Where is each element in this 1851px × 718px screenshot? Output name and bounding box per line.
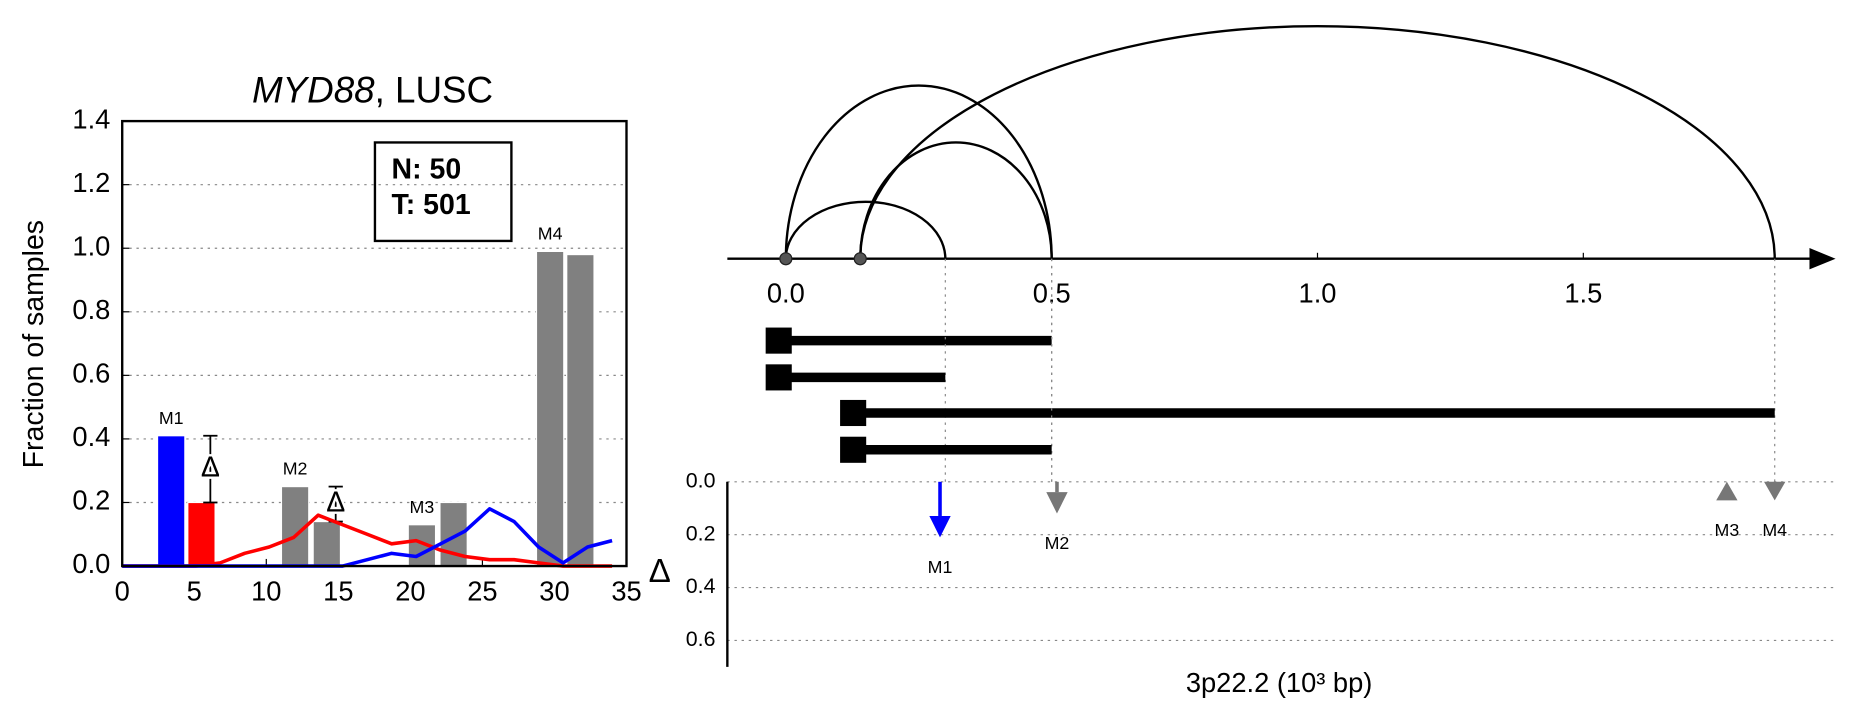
y-tick-label: 0.6: [72, 358, 110, 389]
x-tick-label: 25: [467, 576, 497, 607]
title-cohort: , LUSC: [375, 69, 494, 110]
legend-n: N: 50: [392, 153, 462, 185]
breakpoint: [779, 252, 793, 266]
bar-label: M2: [283, 459, 308, 479]
breakpoint: [853, 252, 867, 266]
bar: [187, 501, 216, 567]
arc: [859, 25, 1776, 259]
delta-label: Δ: [201, 452, 220, 484]
bar-label: M1: [159, 408, 184, 428]
marker-head: [1716, 481, 1738, 501]
title-gene: MYD88: [252, 69, 375, 110]
x-tick-label: 15: [323, 576, 353, 607]
x-tick-label: 0.0: [767, 278, 805, 309]
delta-label: Δ: [326, 487, 345, 519]
y-tick-label: 0.6: [686, 627, 716, 651]
marker-label: M2: [1045, 533, 1070, 553]
arc: [859, 141, 1053, 259]
y-tick-label: 0.4: [686, 574, 716, 598]
x-tick-label: 20: [395, 576, 425, 607]
x-tick-label: 5: [187, 576, 202, 607]
y-tick-label: 0.0: [72, 548, 110, 579]
segment-start: [765, 327, 792, 354]
x-tick-label: 0: [115, 576, 130, 607]
y-axis-label: Fraction of samples: [18, 220, 50, 468]
x-axis-arrow: [1809, 248, 1836, 270]
chart-title: MYD88, LUSC: [252, 69, 493, 110]
bar-label: M3: [410, 497, 435, 517]
bar-label: M4: [538, 223, 563, 243]
y-tick-label: 0.2: [686, 521, 716, 545]
plot-frame: [121, 119, 628, 568]
segment-start: [840, 436, 867, 463]
marker-label: M4: [1762, 520, 1787, 540]
delta-axis-label: Δ: [649, 553, 671, 590]
legend-t: T: 501: [392, 189, 471, 221]
x-tick-label: 35: [611, 576, 641, 607]
bar: [566, 253, 595, 567]
y-tick-label: 0.4: [72, 421, 110, 452]
x-axis-label: 3p22.2 (10³ bp): [1186, 667, 1373, 698]
y-tick-label: 1.4: [72, 103, 110, 134]
marker-head: [929, 515, 951, 538]
segment-start: [840, 399, 867, 427]
x-tick-label: 10: [251, 576, 281, 607]
segment-start: [765, 364, 792, 391]
arc: [784, 200, 947, 259]
y-tick-label: 0.0: [686, 468, 716, 492]
x-tick-label: 1.0: [1299, 278, 1337, 309]
y-tick-label: 0.2: [72, 485, 110, 516]
marker-head: [1764, 481, 1786, 501]
bar: [156, 435, 186, 567]
y-tick-label: 0.8: [72, 294, 110, 325]
legend-box: [373, 141, 513, 243]
marker-label: M1: [928, 557, 953, 577]
x-tick-label: 30: [539, 576, 569, 607]
marker-label: M3: [1715, 520, 1740, 540]
bar: [535, 250, 565, 567]
y-tick-label: 1.0: [72, 230, 110, 261]
y-tick-label: 1.2: [72, 167, 110, 198]
marker-head: [1046, 492, 1068, 514]
x-tick-label: 1.5: [1564, 278, 1602, 309]
bar: [312, 520, 342, 567]
arc: [784, 84, 1053, 259]
